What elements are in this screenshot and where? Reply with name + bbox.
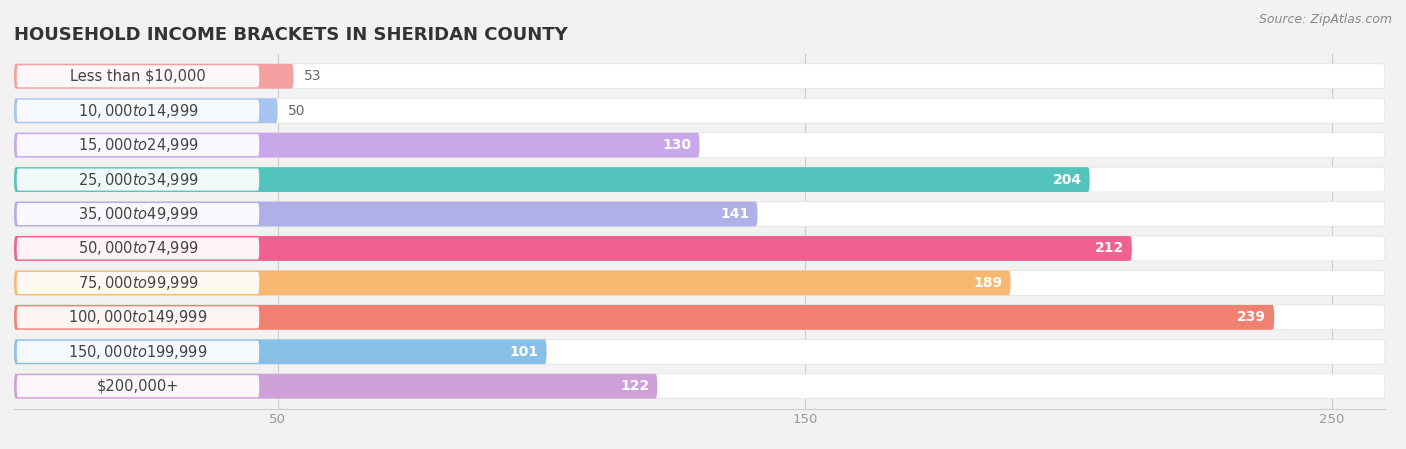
FancyBboxPatch shape [14,202,758,226]
FancyBboxPatch shape [14,98,1385,123]
FancyBboxPatch shape [17,65,259,87]
Text: 53: 53 [304,69,322,83]
FancyBboxPatch shape [14,133,700,158]
FancyBboxPatch shape [14,133,1385,158]
FancyBboxPatch shape [17,238,259,260]
Text: $200,000+: $200,000+ [97,379,179,394]
Text: $25,000 to $34,999: $25,000 to $34,999 [77,171,198,189]
FancyBboxPatch shape [17,168,259,190]
FancyBboxPatch shape [17,134,259,156]
Text: 212: 212 [1095,242,1123,255]
Text: 204: 204 [1053,172,1081,187]
FancyBboxPatch shape [14,305,1385,330]
Text: $75,000 to $99,999: $75,000 to $99,999 [77,274,198,292]
Text: $35,000 to $49,999: $35,000 to $49,999 [77,205,198,223]
FancyBboxPatch shape [14,339,547,364]
Text: 239: 239 [1237,310,1267,324]
FancyBboxPatch shape [14,339,1385,364]
FancyBboxPatch shape [14,374,1385,399]
Text: Less than $10,000: Less than $10,000 [70,69,205,84]
FancyBboxPatch shape [14,374,658,399]
FancyBboxPatch shape [14,167,1090,192]
Text: $50,000 to $74,999: $50,000 to $74,999 [77,239,198,257]
FancyBboxPatch shape [14,270,1385,295]
FancyBboxPatch shape [14,236,1385,261]
FancyBboxPatch shape [14,98,278,123]
FancyBboxPatch shape [14,270,1011,295]
Text: $10,000 to $14,999: $10,000 to $14,999 [77,102,198,120]
Text: 101: 101 [509,345,538,359]
Text: $15,000 to $24,999: $15,000 to $24,999 [77,136,198,154]
FancyBboxPatch shape [17,203,259,225]
FancyBboxPatch shape [17,100,259,122]
FancyBboxPatch shape [17,341,259,363]
FancyBboxPatch shape [14,236,1132,261]
FancyBboxPatch shape [14,167,1385,192]
Text: HOUSEHOLD INCOME BRACKETS IN SHERIDAN COUNTY: HOUSEHOLD INCOME BRACKETS IN SHERIDAN CO… [14,26,568,44]
FancyBboxPatch shape [14,202,1385,226]
Text: $100,000 to $149,999: $100,000 to $149,999 [69,308,208,326]
FancyBboxPatch shape [14,64,294,88]
FancyBboxPatch shape [17,375,259,397]
Text: 130: 130 [662,138,692,152]
FancyBboxPatch shape [17,272,259,294]
Text: 189: 189 [973,276,1002,290]
Text: 50: 50 [288,104,305,118]
Text: 141: 141 [720,207,749,221]
FancyBboxPatch shape [14,305,1274,330]
Text: 122: 122 [620,379,650,393]
Text: $150,000 to $199,999: $150,000 to $199,999 [69,343,208,361]
FancyBboxPatch shape [17,306,259,328]
FancyBboxPatch shape [14,64,1385,88]
Text: Source: ZipAtlas.com: Source: ZipAtlas.com [1258,13,1392,26]
